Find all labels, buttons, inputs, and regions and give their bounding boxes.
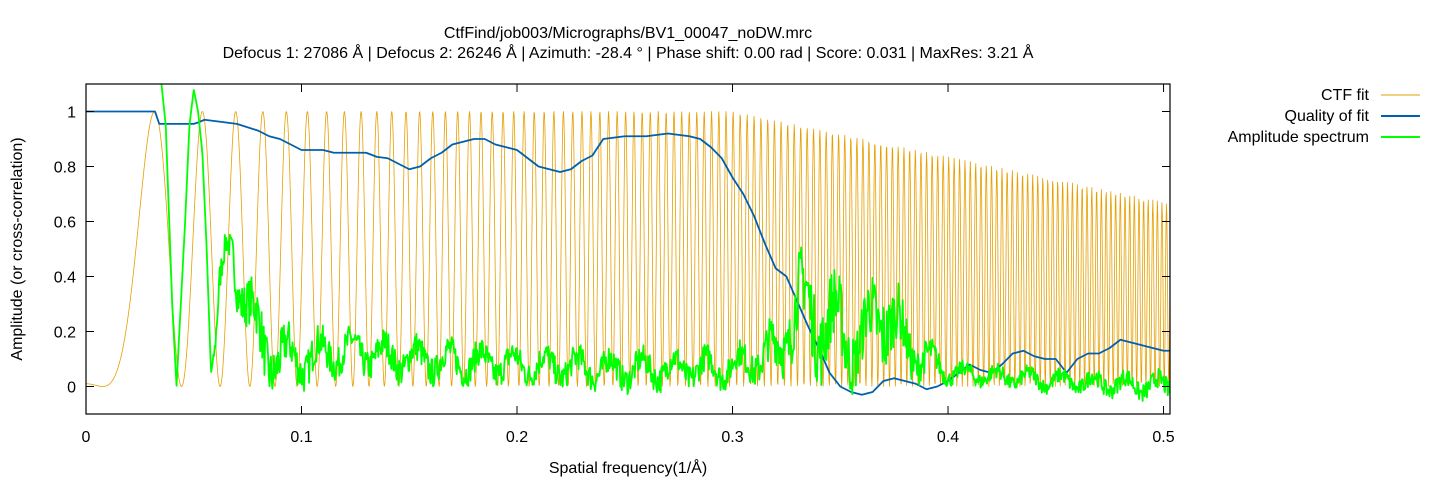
series-line-amplitude-spectrum [160,84,1170,402]
legend: CTF fit Quality of fit Amplitude spectrum [1228,87,1420,146]
plot-frame [85,83,1171,415]
y-tick-label: 0.4 [54,270,76,287]
legend-label: CTF fit [1321,87,1370,104]
x-tick-label: 0.1 [290,429,312,446]
y-axis: 0 0.2 0.4 0.6 0.8 1 [54,105,1170,397]
x-axis: 0 0.1 0.2 0.3 0.4 0.5 [82,84,1175,446]
y-axis-label: Amplitude (or cross-correlation) [9,137,26,360]
chart-subtitle: Defocus 1: 27086 Å | Defocus 2: 26246 Å … [223,43,1034,62]
series-line-quality-of-fit [86,110,1170,396]
legend-label: Quality of fit [1285,108,1370,125]
y-tick-label: 0.8 [54,160,76,177]
y-tick-label: 0.2 [54,325,76,342]
series-line-ctf-fit [86,111,1170,387]
x-tick-label: 0.4 [937,429,959,446]
x-tick-label: 0.5 [1152,429,1174,446]
x-tick-label: 0.3 [721,429,743,446]
chart-title: CtfFind/job003/Micrographs/BV1_00047_noD… [444,25,812,42]
x-tick-label: 0 [82,429,91,446]
x-axis-label: Spatial frequency(1/Å) [549,458,707,477]
x-tick-label: 0.2 [506,429,528,446]
y-tick-label: 1 [67,105,76,122]
series-layer [86,84,1170,402]
legend-label: Amplitude spectrum [1228,129,1369,146]
y-tick-label: 0 [67,380,76,397]
y-tick-label: 0.6 [54,215,76,232]
